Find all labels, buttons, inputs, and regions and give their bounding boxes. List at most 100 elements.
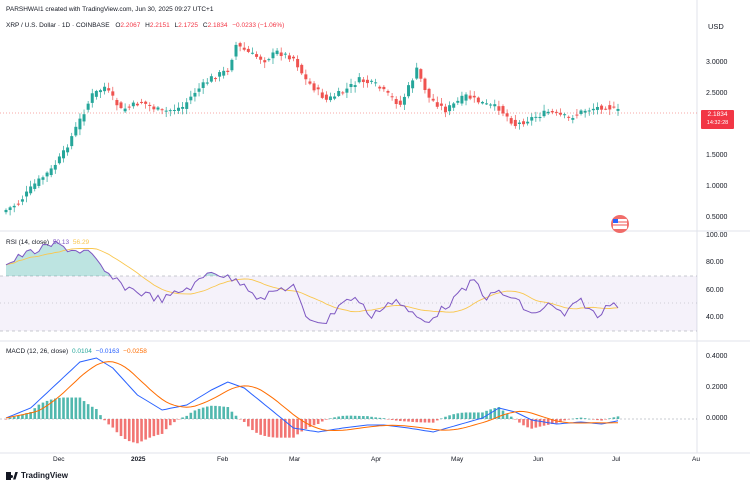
tradingview-logo[interactable]: TradingView — [6, 471, 68, 480]
time-tick: Au — [692, 456, 700, 463]
macd-bar — [288, 419, 291, 438]
macd-bar — [41, 402, 45, 419]
candle-body — [600, 105, 604, 110]
macd-bar — [337, 416, 340, 419]
candle-body — [595, 106, 599, 110]
candle-body — [205, 82, 209, 84]
macd-legend[interactable]: MACD (12, 26, close) 0.0104 −0.0163 −0.0… — [6, 348, 147, 355]
candle-body — [365, 79, 369, 84]
candle-body — [517, 122, 521, 124]
time-tick: Jun — [533, 456, 544, 463]
macd-bar — [489, 409, 492, 419]
candle-body — [345, 88, 349, 93]
macd-bar — [275, 419, 279, 438]
rsi-tick: 80.00 — [706, 259, 724, 266]
candle-body — [123, 108, 127, 112]
candle-body — [94, 90, 98, 97]
macd-bar — [575, 418, 579, 419]
candle-body — [591, 108, 595, 111]
macd-bar — [230, 411, 234, 419]
candle-body — [411, 80, 415, 89]
candle-body — [612, 106, 616, 108]
macd-label: MACD (12, 26, close) — [6, 348, 69, 355]
candle-body — [550, 111, 554, 113]
macd-bar — [251, 419, 254, 431]
candle-body — [419, 69, 423, 79]
currency-label[interactable]: USD — [708, 22, 724, 31]
macd-bar — [341, 415, 345, 419]
flag-icon[interactable] — [611, 215, 629, 233]
macd-bar — [431, 419, 435, 423]
macd-bar — [222, 406, 225, 419]
candle-body — [489, 104, 493, 106]
macd-bar — [193, 410, 197, 419]
macd-bar — [423, 419, 427, 423]
high-label: H — [145, 22, 150, 29]
candle-body — [480, 101, 484, 104]
symbol-name[interactable]: XRP / U.S. Dollar · 1D · COINBASE — [6, 22, 110, 29]
macd-bar — [325, 419, 328, 420]
candle-body — [476, 97, 480, 103]
candle-body — [25, 191, 29, 197]
candle-body — [386, 90, 390, 93]
macd-tick: 0.0000 — [706, 415, 728, 422]
macd-bar — [378, 417, 382, 419]
macd-bar — [530, 419, 534, 429]
candle-body — [181, 106, 185, 109]
time-tick: Apr — [371, 456, 382, 463]
candle-body — [172, 109, 176, 111]
candle-body — [530, 117, 534, 121]
macd-bar — [320, 419, 324, 422]
macd-bar — [460, 412, 464, 419]
candle-body — [292, 56, 296, 59]
candle-body — [156, 107, 160, 110]
candle-body — [567, 116, 571, 118]
macd-bar — [234, 415, 238, 419]
macd-bar — [546, 419, 550, 425]
candle-body — [308, 81, 312, 84]
candle-body — [513, 119, 517, 127]
close-value: 2.1834 — [207, 22, 228, 29]
candle-body — [103, 86, 107, 92]
macd-bar — [136, 419, 139, 444]
macd-bar — [497, 407, 501, 419]
candle-body — [452, 103, 456, 108]
symbol-legend[interactable]: XRP / U.S. Dollar · 1D · COINBASE O2.206… — [6, 22, 284, 29]
candle-body — [526, 121, 530, 124]
macd-hist-value: 0.0104 — [71, 348, 92, 355]
macd-bar — [472, 412, 476, 419]
macd-bar — [66, 397, 69, 419]
macd-bar — [144, 419, 147, 440]
rsi-value: 50.13 — [52, 239, 70, 246]
candle-body — [407, 85, 411, 97]
macd-bar — [95, 408, 98, 419]
candle-body — [238, 43, 242, 47]
candle-body — [115, 99, 119, 106]
candle-body — [41, 177, 45, 180]
low-label: L — [174, 22, 179, 29]
macd-bar — [526, 419, 529, 428]
macd-bar — [514, 419, 517, 420]
macd-bar — [111, 419, 115, 428]
candle-body — [222, 70, 226, 76]
candle-body — [119, 102, 123, 109]
rsi-overbought-fill — [6, 241, 618, 276]
candle-body — [300, 64, 304, 74]
candle-body — [324, 94, 328, 100]
macd-bar — [333, 417, 336, 419]
macd-bar — [534, 419, 538, 428]
candle-body — [296, 58, 300, 68]
macd-bar — [25, 413, 28, 419]
macd-bar — [522, 419, 525, 426]
macd-bar — [284, 419, 287, 438]
macd-bar — [357, 415, 361, 419]
candle-body — [37, 178, 41, 186]
macd-bar — [185, 415, 189, 419]
rsi-legend[interactable]: RSI (14, close) 50.13 56.29 — [6, 239, 89, 246]
candle-body — [563, 114, 567, 116]
candle-body — [534, 116, 538, 118]
macd-bar — [612, 417, 616, 419]
macd-bar — [218, 406, 221, 419]
macd-bar — [201, 407, 205, 419]
